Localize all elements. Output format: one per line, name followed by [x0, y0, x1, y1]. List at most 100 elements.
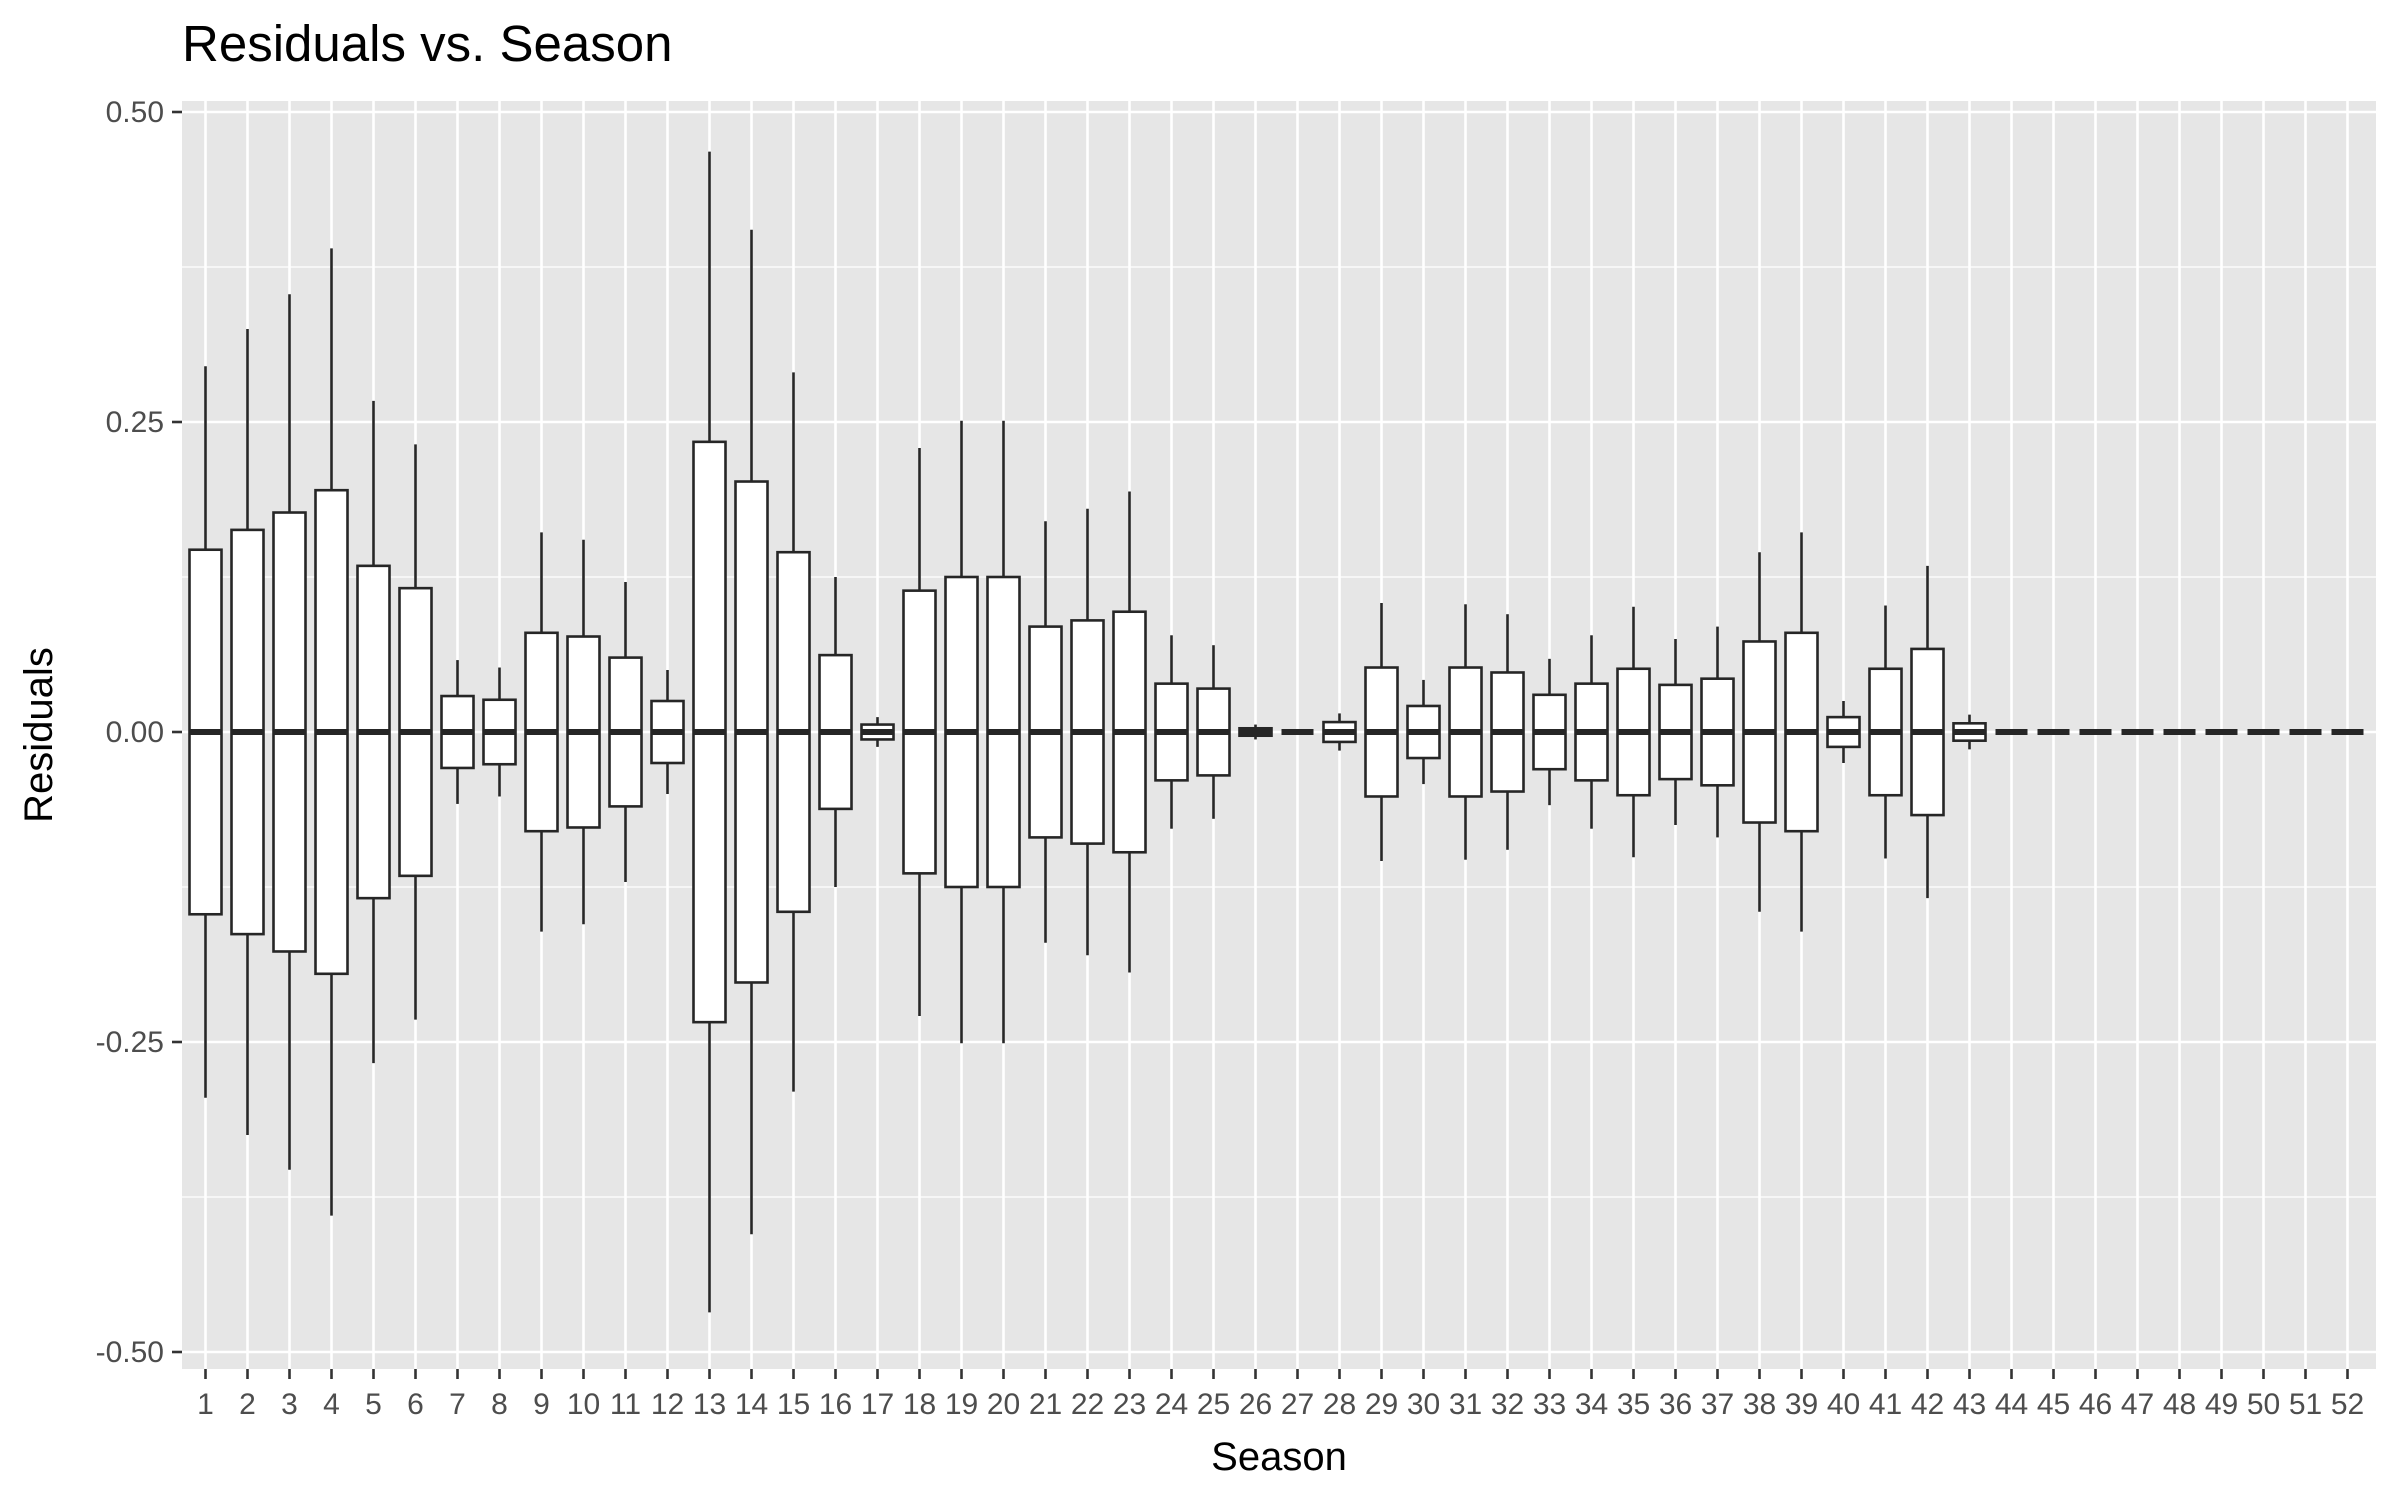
box-season-30	[1406, 679, 1441, 785]
x-tick-label: 38	[1743, 1388, 1776, 1421]
box-season-43	[1952, 714, 1987, 750]
box-season-17	[860, 717, 895, 747]
box-season-14	[734, 229, 769, 1235]
x-tick-label: 7	[449, 1388, 466, 1421]
x-tick-label: 47	[2121, 1388, 2154, 1421]
box-season-1	[188, 366, 223, 1098]
box-season-35	[1616, 606, 1651, 858]
box-season-21	[1028, 521, 1063, 943]
box-season-41	[1868, 605, 1903, 859]
x-tick-label: 49	[2205, 1388, 2238, 1421]
box-season-42	[1910, 565, 1945, 899]
x-tick-label: 21	[1029, 1388, 1062, 1421]
box-season-18	[902, 448, 937, 1016]
x-tick-label: 29	[1365, 1388, 1398, 1421]
box-season-10	[566, 539, 601, 925]
y-axis-title: Residuals	[17, 647, 61, 823]
x-tick-label: 44	[1995, 1388, 2028, 1421]
x-tick-label: 46	[2079, 1388, 2112, 1421]
box-season-31	[1448, 604, 1483, 860]
y-tick-label: -0.25	[96, 1026, 164, 1059]
x-tick-label: 19	[945, 1388, 978, 1421]
box-season-13	[692, 151, 727, 1313]
x-tick-label: 12	[651, 1388, 684, 1421]
box-season-22	[1070, 508, 1105, 956]
x-tick-label: 18	[903, 1388, 936, 1421]
x-tick-label: 32	[1491, 1388, 1524, 1421]
box-season-5	[356, 400, 391, 1064]
x-tick-label: 42	[1911, 1388, 1944, 1421]
x-tick-label: 50	[2247, 1388, 2280, 1421]
x-tick-label: 24	[1155, 1388, 1188, 1421]
x-tick-label: 2	[239, 1388, 256, 1421]
x-tick-label: 25	[1197, 1388, 1230, 1421]
box-season-38	[1742, 552, 1777, 912]
x-tick-label: 22	[1071, 1388, 1104, 1421]
x-tick-label: 3	[281, 1388, 298, 1421]
box-season-32	[1490, 614, 1525, 850]
box-season-24	[1154, 635, 1189, 829]
x-tick-label: 8	[491, 1388, 508, 1421]
box-season-19	[944, 420, 979, 1044]
x-tick-label: 27	[1281, 1388, 1314, 1421]
x-tick-label: 51	[2289, 1388, 2322, 1421]
box-season-26	[1238, 724, 1273, 740]
x-tick-label: 14	[735, 1388, 768, 1421]
x-axis: 1 2 3 4 5 6 7 8 9 10 11 12 13 14 15 16 17 18 19 20 21 22 23 24 2…	[197, 1369, 2364, 1421]
x-tick-label: 45	[2037, 1388, 2070, 1421]
x-tick-label: 36	[1659, 1388, 1692, 1421]
y-tick-label: -0.50	[96, 1336, 164, 1369]
box-season-25	[1196, 645, 1231, 819]
box-season-16	[818, 577, 853, 887]
x-tick-label: 26	[1239, 1388, 1272, 1421]
box-season-23	[1112, 491, 1147, 973]
x-axis-title: Season	[1211, 1435, 1347, 1479]
box-season-28	[1322, 713, 1357, 751]
x-tick-label: 11	[610, 1388, 641, 1421]
box-season-6	[398, 444, 433, 1020]
box-season-39	[1784, 532, 1819, 932]
x-tick-label: 15	[777, 1388, 810, 1421]
x-tick-label: 17	[861, 1388, 894, 1421]
box-season-12	[650, 670, 685, 794]
y-tick-label: 0.25	[106, 406, 164, 439]
x-tick-label: 33	[1533, 1388, 1566, 1421]
box-season-15	[776, 372, 811, 1092]
x-tick-label: 37	[1701, 1388, 1734, 1421]
box-season-3	[272, 294, 307, 1170]
y-tick-label: 0.00	[106, 716, 164, 749]
box-season-34	[1574, 635, 1609, 829]
x-tick-label: 48	[2163, 1388, 2196, 1421]
x-tick-label: 35	[1617, 1388, 1650, 1421]
x-tick-label: 6	[407, 1388, 424, 1421]
x-tick-label: 40	[1827, 1388, 1860, 1421]
box-season-9	[524, 532, 559, 932]
x-tick-label: 34	[1575, 1388, 1608, 1421]
x-tick-label: 31	[1449, 1388, 1482, 1421]
x-tick-label: 20	[987, 1388, 1020, 1421]
box-season-40	[1826, 701, 1861, 763]
box-season-4	[314, 248, 349, 1216]
x-tick-label: 30	[1407, 1388, 1440, 1421]
x-tick-label: 5	[365, 1388, 382, 1421]
box-season-37	[1700, 626, 1735, 838]
x-tick-label: 9	[533, 1388, 550, 1421]
box-season-8	[482, 667, 517, 797]
chart-title: Residuals vs. Season	[182, 15, 672, 72]
box-season-2	[230, 329, 265, 1135]
y-axis: -0.50 -0.25 0.00 0.25 0.50	[96, 96, 182, 1369]
box-season-29	[1364, 603, 1399, 861]
x-tick-label: 41	[1869, 1388, 1902, 1421]
boxes-group	[188, 151, 2364, 1313]
x-tick-label: 16	[819, 1388, 852, 1421]
box-season-36	[1658, 639, 1693, 825]
x-tick-label: 39	[1785, 1388, 1818, 1421]
x-tick-label: 4	[323, 1388, 340, 1421]
x-tick-label: 23	[1113, 1388, 1146, 1421]
x-tick-label: 10	[567, 1388, 600, 1421]
x-tick-label: 1	[197, 1388, 214, 1421]
box-season-33	[1532, 658, 1567, 806]
y-tick-label: 0.50	[106, 96, 164, 129]
x-tick-label: 13	[693, 1388, 726, 1421]
